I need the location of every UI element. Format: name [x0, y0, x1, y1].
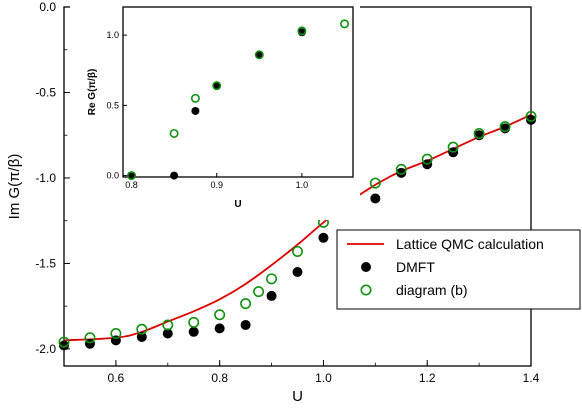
main-diagram-b-point — [499, 121, 511, 133]
main-dmft-point — [162, 328, 173, 339]
main-diagram-b-point — [253, 286, 265, 298]
main-x-axis-title: U — [292, 388, 303, 405]
main-diagram-b-point — [188, 316, 200, 328]
inset-y-tick-label: 0.0 — [106, 171, 119, 181]
main-dmft-point — [318, 232, 329, 243]
main-dmft-point — [292, 266, 303, 277]
inset-plot: 0.8 0.9 1.0 0.0 0.5 1.0 U Re G(π/β) — [70, 5, 360, 220]
inset-dmft-point — [170, 171, 179, 180]
main-dmft-point — [396, 167, 407, 178]
inset-frame — [122, 6, 354, 178]
main-y-tick-label: -0.5 — [35, 86, 56, 100]
inset-diagram-b-point — [297, 26, 307, 36]
inset-y-tick-label: 1.0 — [106, 30, 119, 40]
main-x-tick-label: 1.4 — [523, 371, 540, 385]
inset-dmft-point — [191, 106, 200, 115]
inset-x-tick-label: 1.0 — [296, 180, 309, 190]
main-diagram-b-point — [473, 128, 485, 140]
inset-diagram-b-point — [190, 93, 200, 103]
legend-label-dmft: DMFT — [396, 259, 435, 275]
main-diagram-b-point — [110, 328, 122, 340]
main-x-tick-label: 0.6 — [108, 371, 125, 385]
main-diagram-b-point — [58, 336, 70, 348]
main-diagram-b-point — [214, 309, 226, 321]
main-dmft-point — [59, 340, 69, 351]
inset-diagram-b-point — [339, 19, 349, 29]
main-dmft-point — [188, 326, 199, 337]
main-diagram-b-point — [240, 298, 252, 310]
main-dmft-point — [266, 290, 277, 301]
main-diagram-b-point — [162, 319, 174, 331]
legend-label-diagram: diagram (b) — [396, 282, 468, 298]
main-diagram-b-point — [421, 153, 433, 165]
main-diagram-b-point — [291, 245, 303, 257]
inset-diagram-b-point — [127, 171, 137, 181]
inset-x-tick-label: 0.9 — [210, 180, 223, 190]
main-dmft-point — [136, 331, 147, 342]
main-dmft-point — [214, 323, 225, 334]
inset-x-tick-label: 0.8 — [125, 180, 138, 190]
main-diagram-b-point — [525, 110, 537, 122]
main-diagram-b-point — [395, 163, 407, 175]
legend-dmft-marker — [361, 262, 371, 272]
main-diagram-b-point — [136, 323, 148, 335]
main-diagram-b-point — [447, 141, 459, 153]
legend: Lattice QMC calculation DMFT diagram (b) — [336, 229, 581, 310]
main-diagram-b-point — [266, 273, 278, 285]
main-y-tick-label: 0.0 — [39, 0, 56, 14]
inset-diagram-b-point — [212, 81, 222, 91]
main-diagram-b-point — [369, 177, 381, 189]
inset-y-axis-title: Re G(π/β) — [87, 69, 98, 116]
inset-dmft-point — [127, 171, 136, 180]
inset-dmft-point — [255, 50, 264, 59]
main-y-tick-label: -2.0 — [35, 342, 56, 356]
main-dmft-point — [526, 114, 536, 125]
main-y-tick-label: -1.0 — [35, 171, 56, 185]
main-x-tick-label: 0.8 — [211, 371, 228, 385]
main-dmft-point — [240, 319, 251, 330]
main-y-tick-label: -1.5 — [35, 257, 56, 271]
main-y-axis-title: Im G(π/β) — [6, 154, 23, 220]
inset-y-tick-label: 0.5 — [106, 100, 119, 110]
inset-diagram-b-point — [169, 128, 179, 138]
main-diagram-b-point — [84, 332, 96, 344]
main-dmft-point — [370, 193, 381, 204]
legend-diagram-marker — [360, 284, 372, 296]
inset-x-axis-title: U — [234, 199, 241, 210]
main-x-tick-label: 1.2 — [419, 371, 436, 385]
inset-diagram-b-point — [254, 50, 264, 60]
main-x-tick-label: 1.0 — [315, 371, 332, 385]
legend-label-qmc: Lattice QMC calculation — [396, 236, 544, 252]
inset-dmft-point — [212, 81, 221, 90]
